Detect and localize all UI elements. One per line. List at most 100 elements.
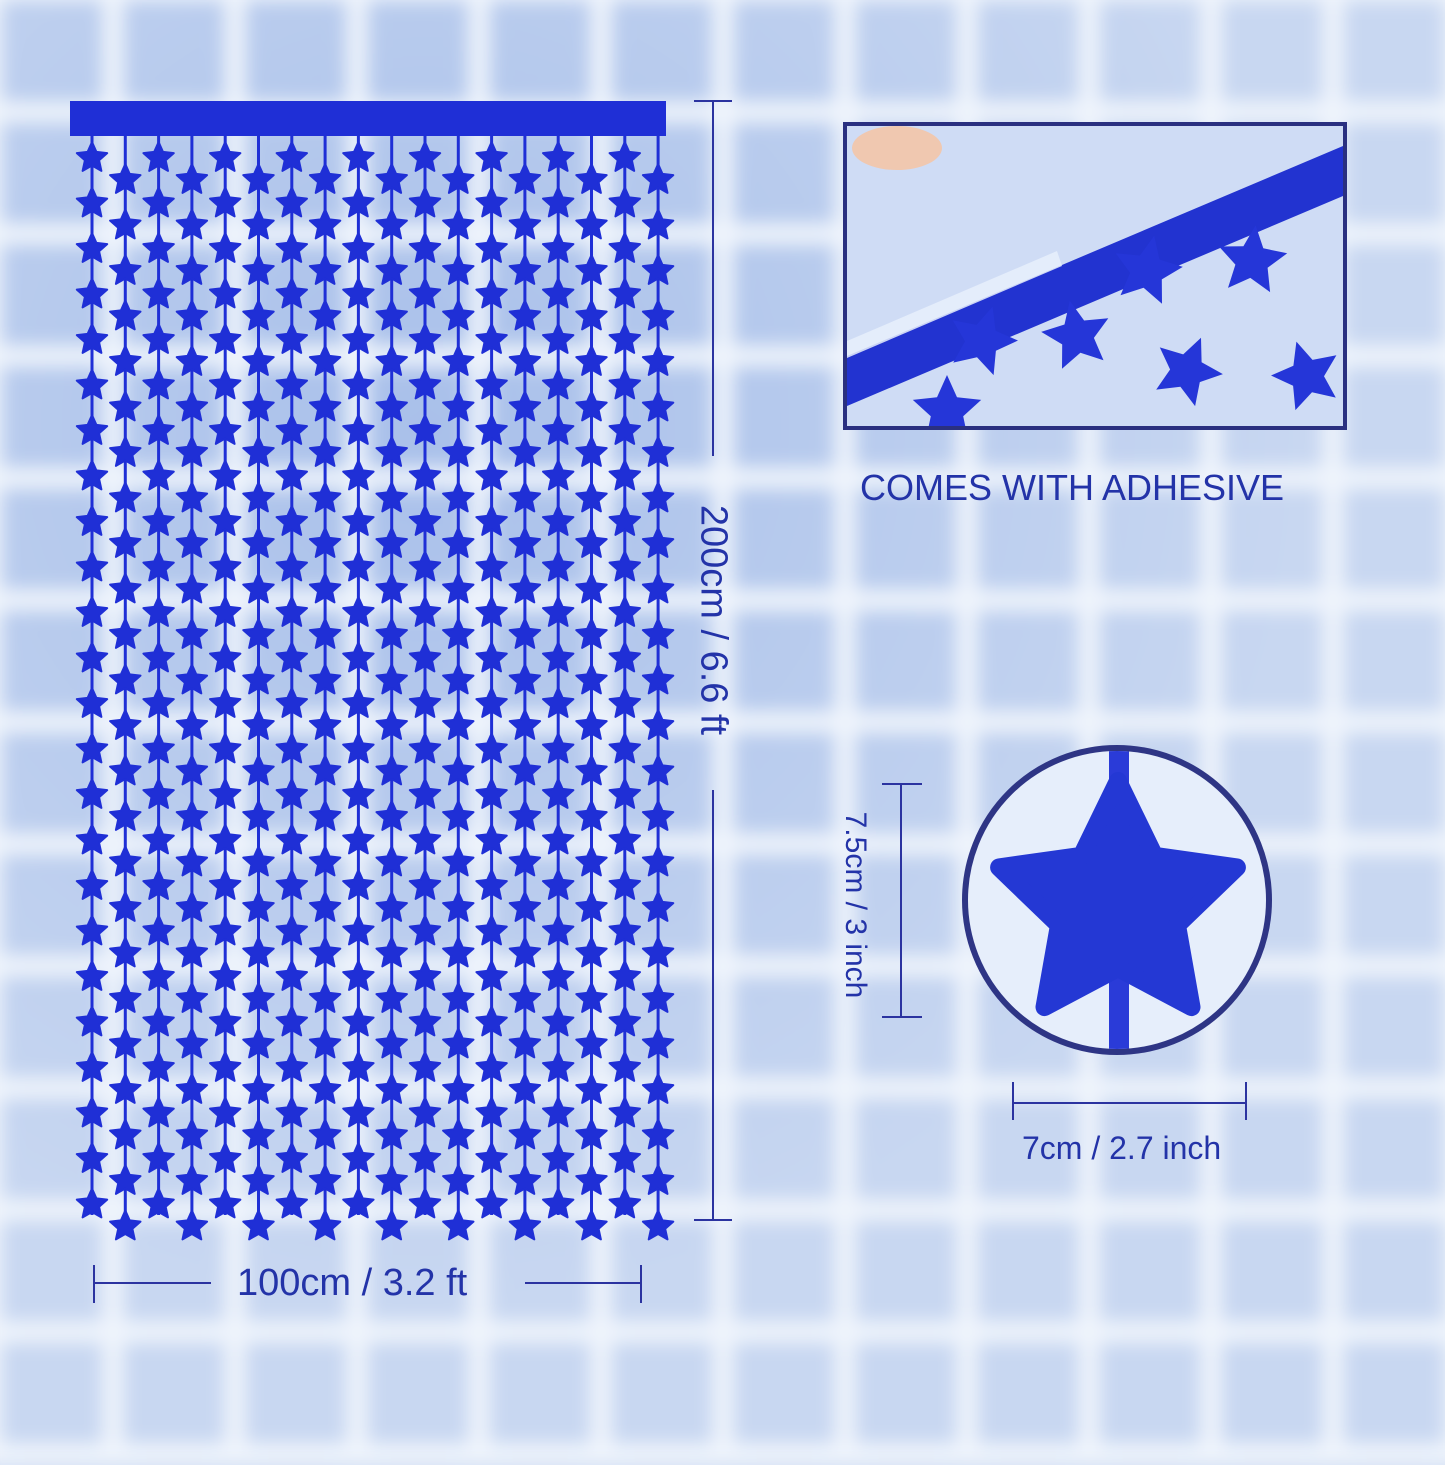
star-icon [442,709,475,740]
star-icon [275,869,308,900]
star-icon [109,163,142,194]
star-icon [242,936,275,968]
star-icon [641,345,675,376]
star-icon [209,1142,242,1173]
star-icon [342,960,375,991]
star-icon [375,390,408,422]
star-icon [641,390,675,422]
star-icon [475,823,508,855]
star-icon [209,960,242,991]
star-icon [508,709,542,740]
star-icon [542,459,575,491]
star-icon [641,1027,675,1059]
star-icon [342,778,375,809]
star-icon [142,914,175,946]
star-icon [608,277,641,309]
star-icon [475,960,508,991]
star-icon [209,186,242,218]
star-icon [209,1051,242,1082]
star-icon [75,323,109,354]
star-width-cap [1245,1082,1247,1120]
star-icon [242,1164,275,1195]
star-icon [641,936,675,968]
star-icon [275,1142,308,1173]
star-icon [342,1051,375,1082]
star-icon [1115,235,1183,304]
star-icon [442,754,475,786]
hand [852,126,942,170]
star-icon [475,596,508,627]
star-icon [542,1096,575,1128]
star-icon [308,1164,342,1195]
star-icon [475,459,508,491]
star-icon [75,368,109,400]
star-icon [175,936,209,968]
star-icon [542,596,575,627]
star-icon [408,596,442,627]
star-icon [142,323,175,354]
star-icon [275,1051,308,1082]
star-icon [608,505,641,536]
star-icon [275,1187,308,1219]
star-icon [608,1096,641,1128]
star-icon [142,1051,175,1082]
star-icon [275,186,308,218]
star-icon [641,299,675,331]
star-icon [275,368,308,400]
star-icon [508,390,542,422]
star-icon [75,550,109,582]
star-icon [142,641,175,673]
star-icon [375,345,408,376]
star-icon [75,823,109,855]
star-icon [142,778,175,809]
star-icon [209,141,242,172]
star-icon [275,823,308,855]
star-icon [308,254,342,285]
star-icon [542,323,575,354]
star-icon [209,914,242,946]
star-icon [442,345,475,376]
star-icon [142,1187,175,1219]
star-icon [175,1164,209,1195]
star-icon [242,618,275,649]
star-icon [175,982,209,1013]
star-icon [475,186,508,218]
star-icon [375,254,408,285]
star-icon [375,618,408,649]
star-icon [109,1164,142,1195]
star-icon [308,1118,342,1150]
star-icon [109,390,142,422]
star-icon [142,869,175,900]
star-icon [242,891,275,922]
star-icon [342,459,375,491]
star-icon [109,663,142,695]
star-icon [575,1209,608,1241]
star-icon [408,687,442,718]
star-icon [175,754,209,786]
star-icon [542,141,575,172]
star-icon [242,709,275,740]
star-icon [308,618,342,649]
star-icon [575,663,608,695]
height-dimension-line-bottom [712,790,714,1220]
star-icon [209,778,242,809]
star-icon [641,481,675,513]
star-height-cap [882,783,922,785]
star-icon [109,709,142,740]
star-icon [75,869,109,900]
star-icon [641,208,675,240]
star-icon [308,481,342,513]
star-icon [308,663,342,695]
star-icon [575,618,608,649]
star-icon [608,1005,641,1037]
star-icon [209,1005,242,1037]
star-icon [275,914,308,946]
star-icon [508,800,542,831]
star-icon [209,1096,242,1128]
star-icon [308,163,342,194]
star-icon [375,527,408,558]
star-icon [442,481,475,513]
star-icon [308,936,342,968]
star-icon [375,709,408,740]
